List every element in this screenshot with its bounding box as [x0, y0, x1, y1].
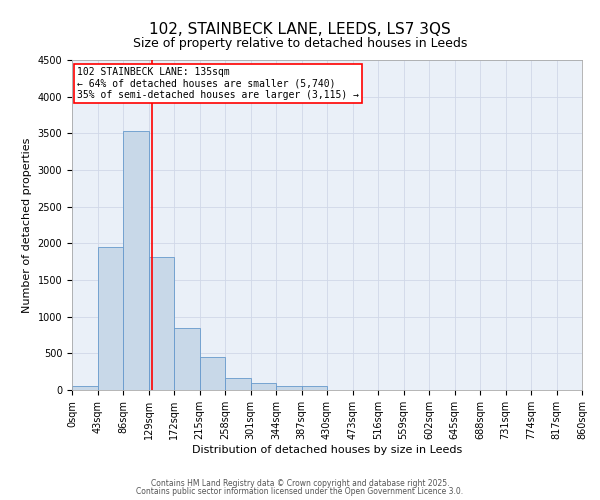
- Bar: [276, 386, 302, 390]
- Bar: [199, 357, 225, 390]
- Bar: [302, 386, 327, 390]
- Text: Size of property relative to detached houses in Leeds: Size of property relative to detached ho…: [133, 38, 467, 51]
- Text: Contains HM Land Registry data © Crown copyright and database right 2025.: Contains HM Land Registry data © Crown c…: [151, 478, 449, 488]
- Bar: [123, 131, 149, 390]
- Text: Contains public sector information licensed under the Open Government Licence 3.: Contains public sector information licen…: [136, 487, 464, 496]
- Text: 102, STAINBECK LANE, LEEDS, LS7 3QS: 102, STAINBECK LANE, LEEDS, LS7 3QS: [149, 22, 451, 38]
- Bar: [251, 382, 276, 390]
- Bar: [97, 247, 123, 390]
- Bar: [149, 256, 174, 390]
- Y-axis label: Number of detached properties: Number of detached properties: [22, 138, 32, 312]
- Bar: [225, 378, 251, 390]
- Bar: [174, 328, 199, 390]
- Text: 102 STAINBECK LANE: 135sqm
← 64% of detached houses are smaller (5,740)
35% of s: 102 STAINBECK LANE: 135sqm ← 64% of deta…: [77, 66, 359, 100]
- X-axis label: Distribution of detached houses by size in Leeds: Distribution of detached houses by size …: [192, 444, 462, 454]
- Bar: [72, 386, 97, 390]
